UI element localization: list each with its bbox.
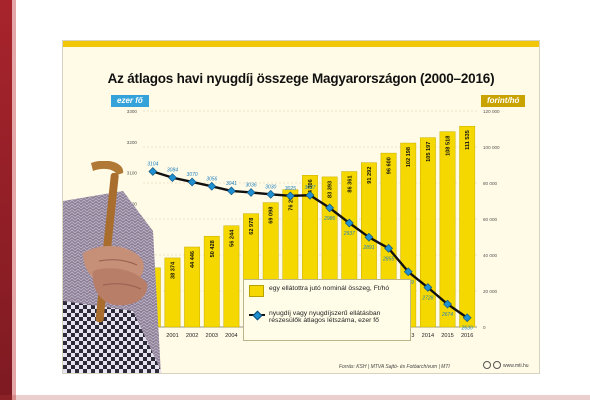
- line-value-label: 3084: [167, 168, 178, 174]
- line-point: [187, 177, 197, 187]
- bar: [419, 137, 436, 328]
- line-point: [207, 181, 217, 191]
- left-tick-label: 3100: [127, 171, 138, 176]
- legend-bar-swatch: [249, 285, 264, 297]
- right-tick-label: 100 000: [483, 145, 500, 150]
- right-tick-label: 120 000: [483, 109, 500, 114]
- bar: [203, 235, 220, 328]
- line-point: [325, 203, 335, 213]
- x-tick-label: 2016: [461, 333, 473, 339]
- line-value-label: 3036: [245, 182, 256, 188]
- source-url: www.mti.hu: [503, 363, 529, 369]
- line-point: [443, 299, 452, 309]
- line-value-labels: 3104 3084 3070 3056 3041 3036 3030 3025 3027 2986…: [147, 161, 473, 331]
- left-tick-label: 3300: [127, 109, 138, 114]
- line-value-label: 3056: [206, 176, 217, 182]
- bar-value-label: 108 518: [446, 136, 452, 156]
- bar-value-label: 102 198: [406, 147, 412, 167]
- line-value-label: 3041: [226, 181, 237, 187]
- chart-legend: egy ellátottra jutó nominál összeg, Ft/h…: [243, 279, 411, 341]
- line-value-label: 3025: [285, 186, 296, 192]
- line-value-label: 2630: [461, 326, 473, 332]
- line-value-label: 2937: [343, 231, 355, 237]
- bar-value-label: 105 197: [426, 142, 432, 162]
- bar: [459, 125, 476, 328]
- bar: [164, 257, 181, 328]
- line-point: [423, 283, 433, 292]
- line-point: [384, 243, 393, 253]
- legend-line-swatch: [249, 310, 265, 320]
- infographic-card: Az átlagos havi nyugdíj összege Magyaror…: [62, 40, 540, 374]
- bar-value-label: 96 600: [387, 157, 393, 174]
- bar-value-label: 69 098: [269, 207, 275, 224]
- top-yellow-stripe: [63, 41, 539, 47]
- bar-value-label: 83 393: [328, 181, 334, 198]
- right-tick-label: 40 000: [483, 253, 497, 258]
- line-value-label: 3070: [187, 172, 198, 178]
- bar-value-label: 56 244: [229, 229, 235, 247]
- line-value-label: 3027: [304, 185, 315, 191]
- legend-item-bars: egy ellátottra jutó nominál összeg, Ft/h…: [249, 285, 389, 297]
- bar-value-label: 86 361: [347, 176, 353, 193]
- mtva-logo-icon: [493, 361, 501, 369]
- line-series: [148, 167, 472, 323]
- line-point: [403, 267, 413, 277]
- bar-value-label: 111 535: [465, 130, 471, 150]
- line-value-label: 2891: [362, 245, 374, 251]
- line-value-label: 2674: [441, 312, 453, 318]
- left-axis-unit: ezer fő: [111, 95, 149, 107]
- line-point: [285, 191, 295, 201]
- right-tick-label: 80 000: [483, 181, 497, 186]
- right-tick-label: 0: [483, 325, 486, 330]
- bar-value-label: 91 292: [367, 167, 373, 184]
- line-point: [462, 313, 472, 323]
- slide-left-bar-shade: [12, 0, 16, 400]
- chart-title: Az átlagos havi nyugdíj összege Magyaror…: [107, 71, 495, 86]
- slide-bottom-edge: [0, 395, 590, 400]
- right-tick-label: 20 000: [483, 289, 497, 294]
- right-tick-label: 60 000: [483, 217, 497, 222]
- x-tick-label: 2001: [166, 333, 178, 339]
- bar: [184, 246, 201, 328]
- x-tick-label: 2014: [422, 333, 434, 339]
- legend-bars-label: egy ellátottra jutó nominál összeg, Ft/h…: [269, 285, 390, 292]
- bar: [439, 131, 456, 328]
- x-tick-label: 2002: [186, 333, 198, 339]
- line-value-label: 2728: [421, 296, 433, 302]
- left-tick-label: 3200: [127, 140, 138, 145]
- line-point: [148, 167, 158, 176]
- line-point: [227, 186, 236, 196]
- bar-value-label: 84 306: [308, 179, 314, 196]
- pensioner-cane-photo: [63, 161, 163, 373]
- bar-value-label: 62 978: [249, 218, 255, 235]
- line-value-label: 3104: [147, 161, 158, 167]
- right-axis-unit: forint/hó: [481, 95, 526, 107]
- bar: [223, 225, 240, 328]
- line-point: [168, 173, 177, 183]
- source-note: Forrás: KSH | MTVA Sajtó- és Fotóarchívu…: [339, 364, 450, 370]
- mti-logo-icon: [483, 361, 491, 369]
- line-value-label: 3030: [265, 184, 276, 190]
- legend-line-label: nyugdíj vagy nyugdíjszerű ellátásban rés…: [269, 310, 381, 324]
- bar-value-label: 76 293: [288, 194, 294, 211]
- line-point: [364, 232, 374, 242]
- line-value-label: 2986: [323, 216, 335, 222]
- line-point: [266, 189, 276, 199]
- right-axis-ticks: 0 20 000 40 000 60 000 80 000 100 000 120 000: [483, 109, 500, 330]
- x-tick-label: 2015: [441, 333, 453, 339]
- x-tick-label: 2004: [225, 333, 237, 339]
- bar-value-label: 50 428: [210, 240, 216, 257]
- x-tick-label: 2003: [206, 333, 218, 339]
- slide-left-bar: [0, 0, 12, 400]
- line-point: [344, 218, 354, 228]
- bar-value-label: 44 446: [190, 251, 196, 268]
- line-value-label: 2855: [382, 256, 394, 262]
- legend-item-line: nyugdíj vagy nyugdíjszerű ellátásban rés…: [249, 310, 407, 324]
- line-point: [305, 190, 315, 200]
- line-point: [246, 188, 256, 197]
- bar-value-label: 38 374: [170, 261, 176, 279]
